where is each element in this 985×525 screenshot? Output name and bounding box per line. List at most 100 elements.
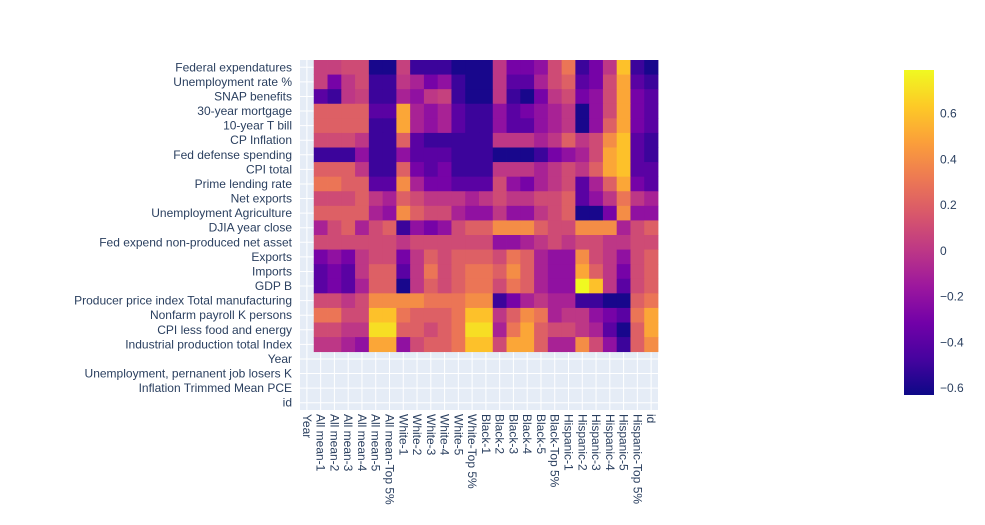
heatmap-cell[interactable] — [479, 307, 494, 323]
heatmap-cell[interactable] — [547, 118, 563, 134]
heatmap-cell[interactable] — [313, 205, 328, 221]
heatmap-cell[interactable] — [561, 132, 576, 148]
heatmap-cell[interactable] — [410, 147, 425, 163]
heatmap-cell[interactable] — [644, 264, 659, 280]
heatmap-cell[interactable] — [506, 147, 521, 163]
heatmap-cell[interactable] — [368, 278, 384, 294]
heatmap-cell[interactable] — [327, 307, 342, 323]
heatmap-cell[interactable] — [534, 176, 549, 192]
heatmap-cell[interactable] — [423, 191, 439, 207]
heatmap-cell[interactable] — [479, 235, 494, 250]
heatmap-cell[interactable] — [423, 278, 439, 294]
heatmap-cell[interactable] — [602, 322, 618, 338]
heatmap-cell[interactable] — [437, 293, 452, 309]
heatmap-cell[interactable] — [437, 307, 452, 323]
heatmap-cell[interactable] — [479, 322, 494, 338]
heatmap-cell[interactable] — [355, 337, 370, 353]
heatmap-cell[interactable] — [547, 337, 563, 353]
heatmap-cell[interactable] — [451, 89, 466, 105]
heatmap-cell[interactable] — [561, 322, 576, 338]
heatmap-cell[interactable] — [423, 337, 439, 353]
heatmap-cell[interactable] — [423, 220, 439, 236]
heatmap-cell[interactable] — [437, 235, 452, 250]
heatmap-cell[interactable] — [602, 191, 618, 207]
heatmap-cell[interactable] — [630, 74, 645, 90]
heatmap-cell[interactable] — [644, 220, 659, 236]
heatmap-cell[interactable] — [451, 132, 466, 148]
heatmap-cell[interactable] — [575, 132, 590, 148]
heatmap-cell[interactable] — [644, 235, 659, 250]
heatmap-cell[interactable] — [410, 60, 425, 75]
heatmap-cell[interactable] — [437, 147, 452, 163]
heatmap-cell[interactable] — [644, 176, 659, 192]
heatmap-cell[interactable] — [368, 307, 384, 323]
heatmap-cell[interactable] — [382, 89, 397, 105]
heatmap-cell[interactable] — [396, 147, 411, 163]
heatmap-cell[interactable] — [589, 307, 604, 323]
heatmap-cell[interactable] — [616, 162, 631, 178]
heatmap-cell[interactable] — [465, 205, 480, 221]
heatmap-cell[interactable] — [382, 307, 397, 323]
heatmap-cell[interactable] — [520, 132, 535, 148]
heatmap-cell[interactable] — [589, 293, 604, 309]
heatmap-cell[interactable] — [492, 132, 507, 148]
heatmap-cell[interactable] — [479, 191, 494, 207]
heatmap-cell[interactable] — [644, 162, 659, 178]
heatmap-cell[interactable] — [382, 176, 397, 192]
heatmap-cell[interactable] — [341, 235, 356, 250]
heatmap-cell[interactable] — [506, 118, 521, 134]
heatmap-cell[interactable] — [313, 89, 328, 105]
heatmap-cell[interactable] — [630, 89, 645, 105]
heatmap-cell[interactable] — [602, 147, 618, 163]
heatmap-cell[interactable] — [382, 235, 397, 250]
heatmap-cell[interactable] — [465, 278, 480, 294]
heatmap-cell[interactable] — [410, 322, 425, 338]
heatmap-cell[interactable] — [589, 162, 604, 178]
heatmap-cell[interactable] — [561, 162, 576, 178]
heatmap-cell[interactable] — [341, 307, 356, 323]
heatmap-cell[interactable] — [327, 103, 342, 119]
heatmap-cell[interactable] — [547, 322, 563, 338]
heatmap-cell[interactable] — [479, 60, 494, 75]
heatmap-cell[interactable] — [520, 235, 535, 250]
heatmap-cell[interactable] — [479, 205, 494, 221]
heatmap-cell[interactable] — [547, 132, 563, 148]
heatmap-cell[interactable] — [534, 89, 549, 105]
heatmap-cell[interactable] — [506, 264, 521, 280]
heatmap-cell[interactable] — [589, 60, 604, 75]
heatmap-cell[interactable] — [520, 293, 535, 309]
heatmap-cell[interactable] — [479, 103, 494, 119]
heatmap-cell[interactable] — [575, 322, 590, 338]
heatmap-cell[interactable] — [547, 205, 563, 221]
heatmap-cell[interactable] — [410, 307, 425, 323]
heatmap-cell[interactable] — [327, 293, 342, 309]
heatmap-cell[interactable] — [423, 132, 439, 148]
heatmap-cell[interactable] — [616, 249, 631, 265]
heatmap-cell[interactable] — [561, 60, 576, 75]
heatmap-cell[interactable] — [506, 162, 521, 178]
heatmap-cell[interactable] — [410, 278, 425, 294]
heatmap-cell[interactable] — [368, 220, 384, 236]
heatmap-cell[interactable] — [630, 322, 645, 338]
heatmap-cell[interactable] — [410, 249, 425, 265]
heatmap-cell[interactable] — [396, 307, 411, 323]
heatmap-cell[interactable] — [451, 278, 466, 294]
heatmap-cell[interactable] — [602, 89, 618, 105]
heatmap-cell[interactable] — [313, 235, 328, 250]
heatmap-cell[interactable] — [547, 293, 563, 309]
heatmap-cell[interactable] — [327, 132, 342, 148]
heatmap-cell[interactable] — [313, 74, 328, 90]
heatmap-cell[interactable] — [355, 74, 370, 90]
heatmap-cell[interactable] — [492, 249, 507, 265]
heatmap-cell[interactable] — [368, 322, 384, 338]
heatmap-cell[interactable] — [382, 278, 397, 294]
heatmap-cell[interactable] — [313, 220, 328, 236]
heatmap-cell[interactable] — [547, 60, 563, 75]
heatmap-cell[interactable] — [396, 118, 411, 134]
heatmap-cell[interactable] — [602, 74, 618, 90]
heatmap-cell[interactable] — [355, 264, 370, 280]
heatmap-cell[interactable] — [547, 147, 563, 163]
heatmap-cell[interactable] — [547, 74, 563, 90]
heatmap-cell[interactable] — [341, 205, 356, 221]
heatmap-cell[interactable] — [410, 293, 425, 309]
